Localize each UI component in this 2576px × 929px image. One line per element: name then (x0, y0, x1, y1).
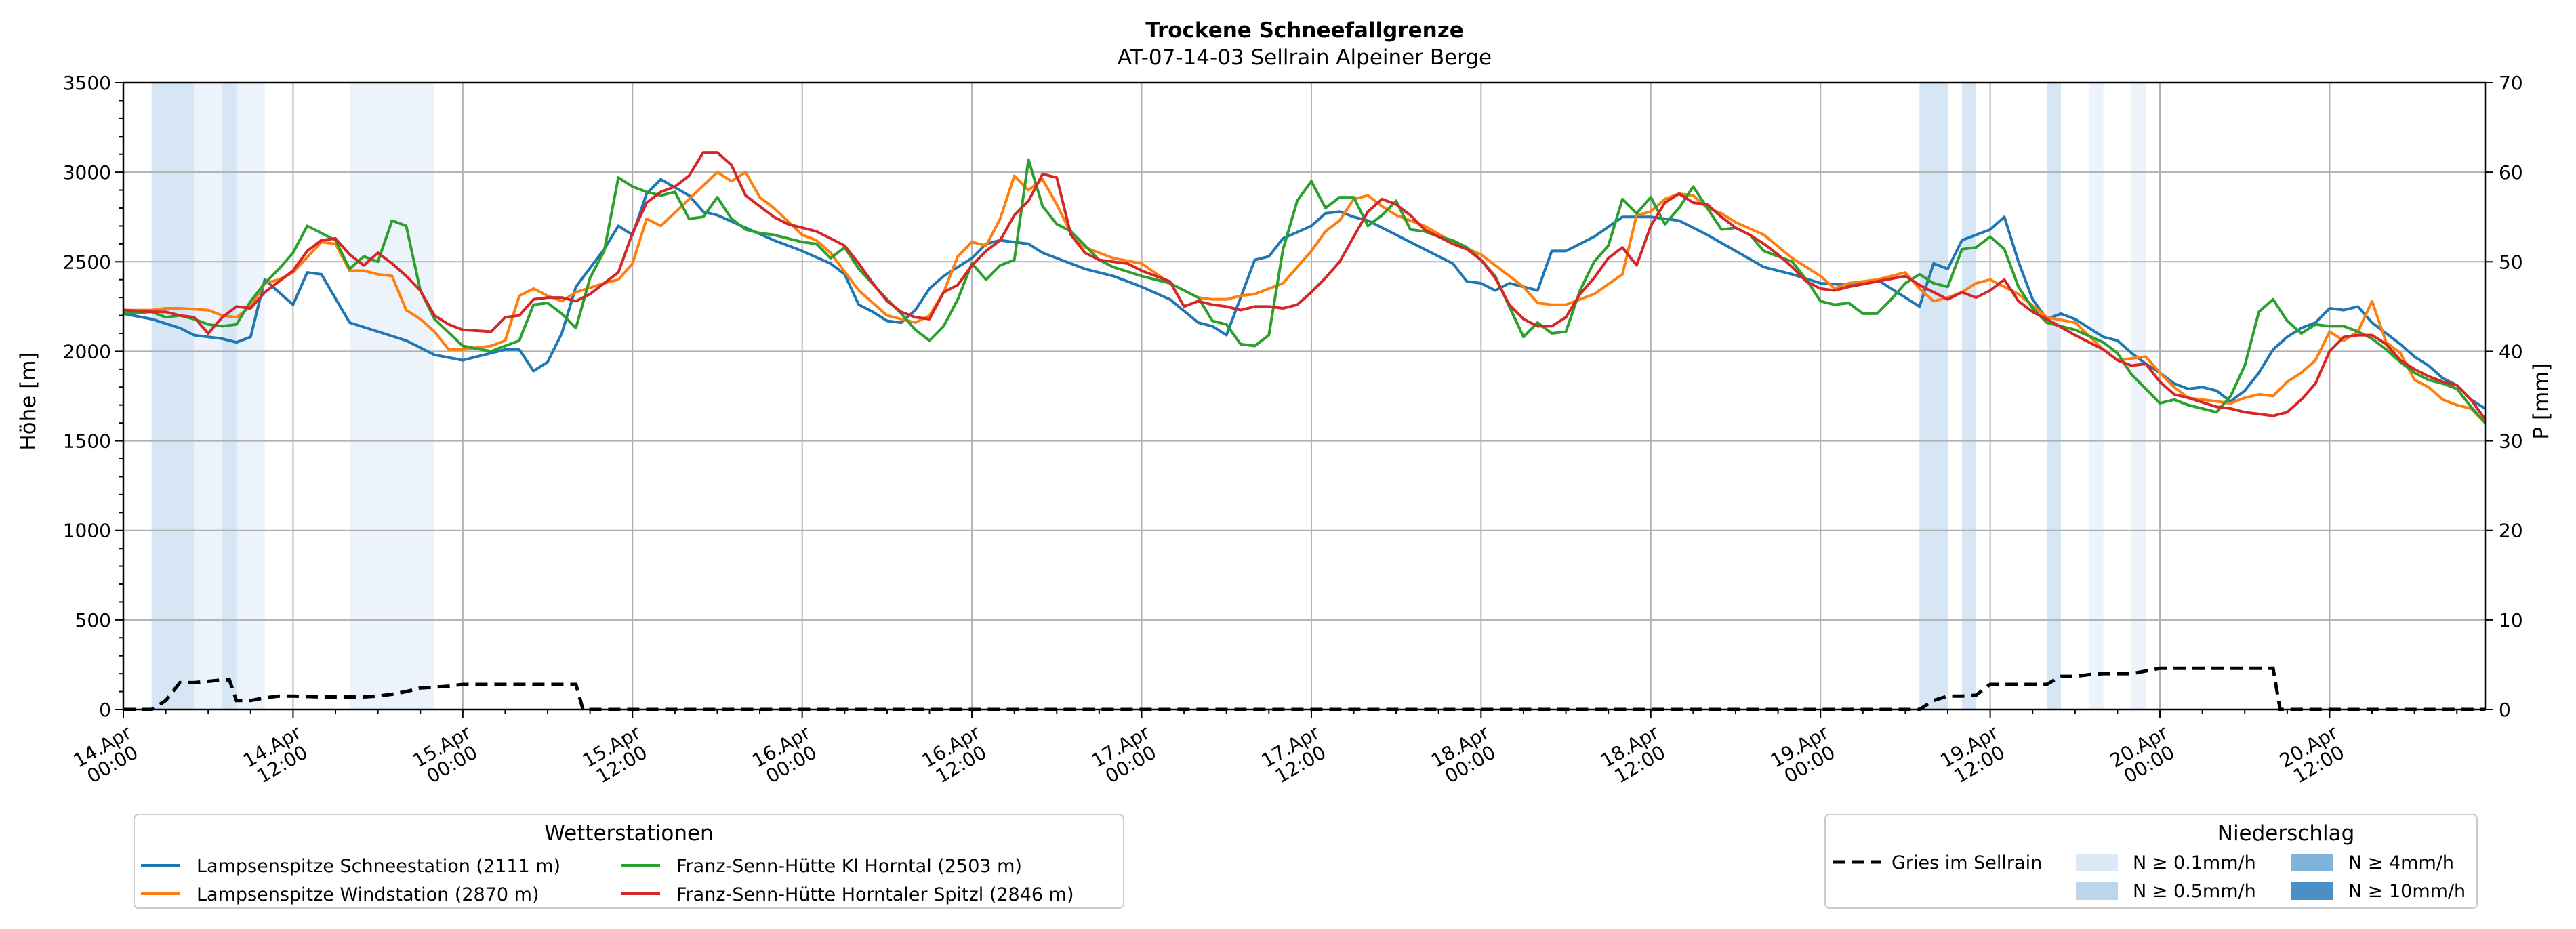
y2-tick-label: 20 (2499, 520, 2523, 542)
legend-label: Lampsenspitze Schneestation (2111 m) (197, 856, 560, 877)
legend-label: N ≥ 0.5mm/h (2133, 881, 2256, 902)
y2-tick-label: 30 (2499, 430, 2523, 453)
x-tick-label: 19.Apr12:00 (1936, 721, 2012, 789)
precip-band (349, 83, 435, 709)
chart-title: Trockene Schneefallgrenze (1145, 18, 1464, 43)
y2-tick-label: 10 (2499, 609, 2523, 632)
x-tick-label: 15.Apr12:00 (579, 721, 655, 789)
legend-precip-title: Niederschlag (2217, 821, 2355, 846)
precip-band (151, 83, 195, 709)
series-line (123, 151, 2487, 421)
y2-axis-label: P [mm] (2529, 363, 2554, 439)
y-axis-label: Höhe [m] (16, 352, 41, 450)
precip-band (222, 83, 237, 709)
series-line (123, 178, 2487, 410)
x-tick-label: 18.Apr12:00 (1597, 721, 1673, 789)
legend-label: Franz-Senn-Hütte Kl Horntal (2503 m) (676, 856, 1022, 877)
legend-stations-title: Wetterstationen (544, 821, 713, 846)
y2-tick-label: 40 (2499, 340, 2523, 363)
y-tick-label: 0 (99, 699, 111, 721)
y2-tick-label: 0 (2499, 699, 2511, 721)
x-tick-label: 16.Apr12:00 (918, 721, 994, 789)
precip-band (236, 83, 265, 709)
x-tick-label: 14.Apr00:00 (69, 721, 145, 789)
legend-label: N ≥ 10mm/h (2348, 881, 2466, 902)
legend-label: Gries im Sellrain (1892, 852, 2042, 873)
legend-label: Franz-Senn-Hütte Horntaler Spitzl (2846 … (676, 884, 1074, 905)
y2-tick-label: 50 (2499, 251, 2523, 273)
legend-swatch (2291, 854, 2333, 871)
series-lines (123, 151, 2487, 711)
x-tick-label: 15.Apr00:00 (409, 721, 485, 789)
legend-swatch (2076, 854, 2118, 871)
x-tick-label: 17.Apr00:00 (1088, 721, 1164, 789)
x-tick-label: 16.Apr00:00 (748, 721, 824, 789)
legend-label: N ≥ 0.1mm/h (2133, 852, 2256, 873)
gries-precip-line (123, 666, 2485, 711)
y2-tick-label: 60 (2499, 161, 2523, 184)
series-line (123, 158, 2487, 424)
grid-lines (123, 82, 2485, 710)
y-tick-label: 3500 (63, 72, 111, 94)
x-tick-label: 19.Apr00:00 (1767, 721, 1843, 789)
x-tick-label: 20.Apr00:00 (2106, 721, 2182, 789)
precip-band (1919, 83, 1948, 709)
legend-label: Lampsenspitze Windstation (2870 m) (197, 884, 539, 905)
precip-band (2047, 83, 2061, 709)
plot-frame (122, 81, 2487, 711)
precipitation-bands (151, 83, 2146, 709)
y2-tick-label: 70 (2499, 72, 2523, 94)
precip-band (194, 83, 223, 709)
y-tick-label: 1500 (63, 430, 111, 453)
y-tick-label: 500 (75, 609, 111, 632)
y-tick-label: 1000 (63, 520, 111, 542)
legend-stations-box (134, 814, 1124, 909)
x-tick-label: 20.Apr12:00 (2276, 721, 2352, 789)
precip-band (1961, 83, 1976, 709)
precip-band (2089, 83, 2104, 709)
x-tick-label: 18.Apr00:00 (1427, 721, 1503, 789)
legend-label: N ≥ 4mm/h (2348, 852, 2454, 873)
series-line (123, 171, 2487, 424)
x-tick-label: 14.Apr12:00 (239, 721, 315, 789)
precip-band (2131, 83, 2146, 709)
y-tick-label: 3000 (63, 161, 111, 184)
chart-subtitle: AT-07-14-03 Sellrain Alpeiner Berge (1118, 45, 1492, 70)
legend-swatch (2076, 882, 2118, 900)
x-tick-label: 17.Apr12:00 (1257, 721, 1333, 789)
y-tick-label: 2000 (63, 340, 111, 363)
legends: Wetterstationen Lampsenspitze Schneestati… (134, 814, 2478, 909)
y-tick-label: 2500 (63, 251, 111, 273)
legend-swatch (2291, 882, 2333, 900)
